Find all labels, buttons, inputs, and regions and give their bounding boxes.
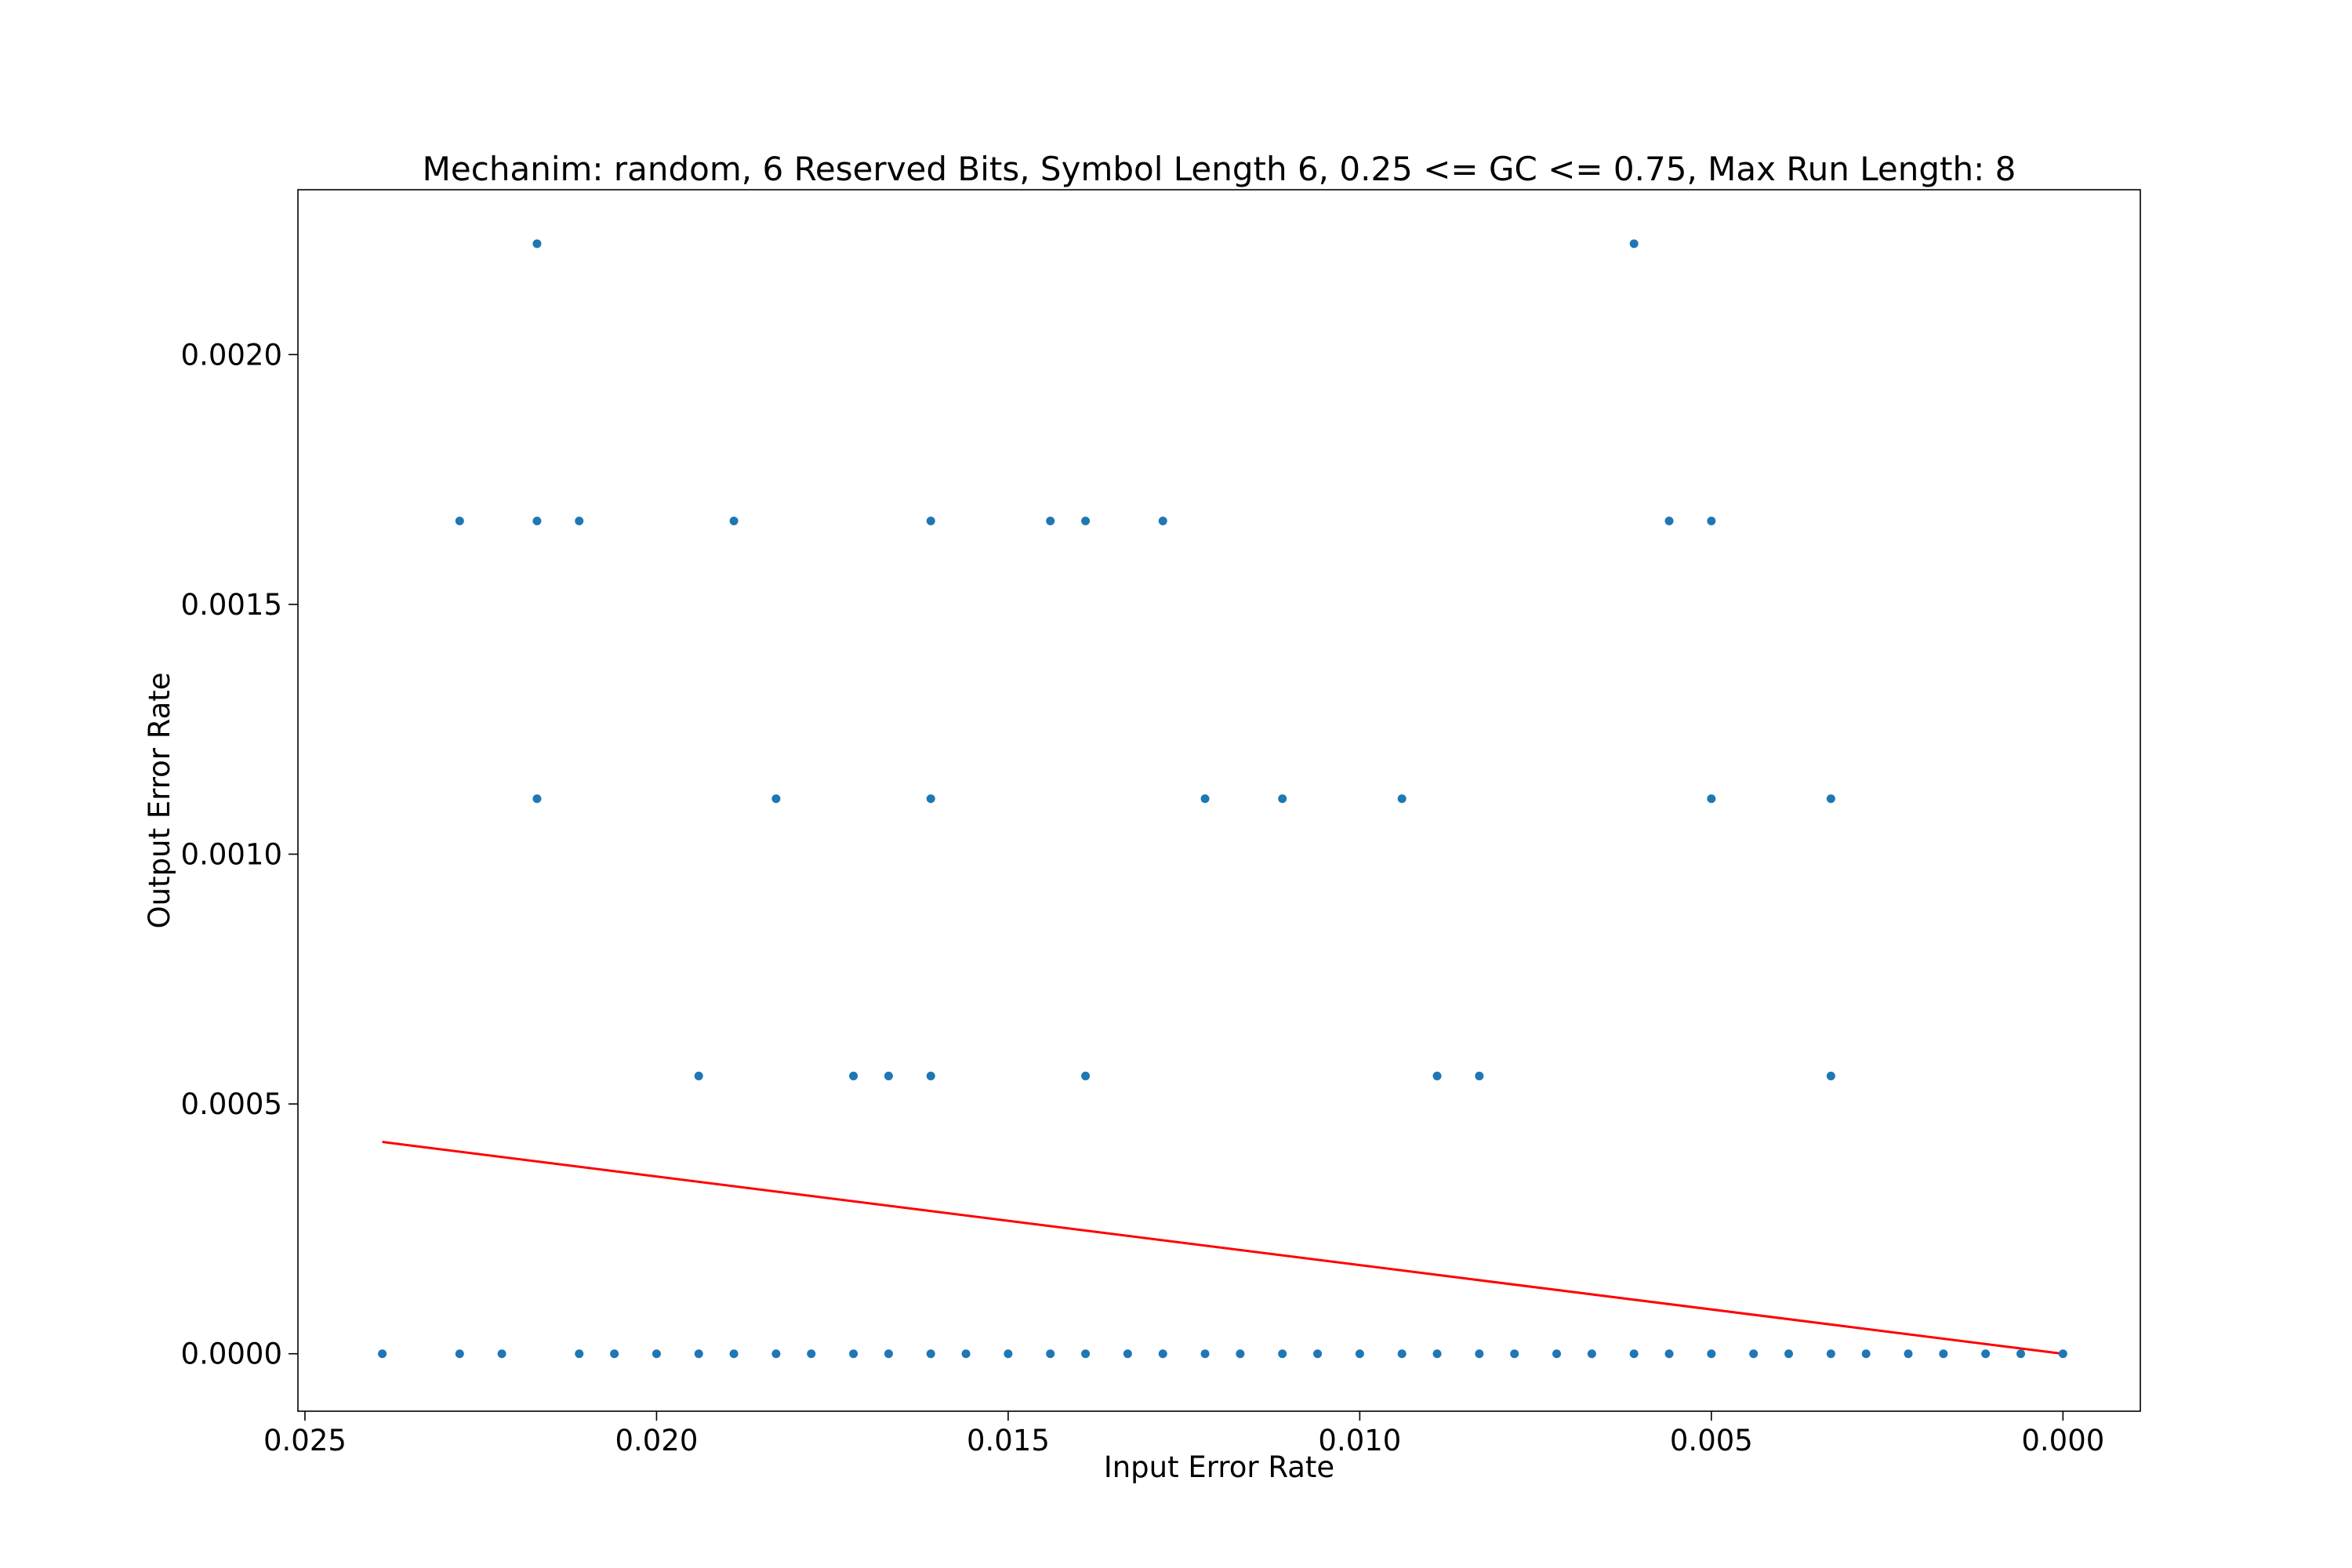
- y-tick-label: 0.0000: [181, 1338, 282, 1371]
- data-point: [1432, 1071, 1442, 1080]
- data-point: [1707, 794, 1716, 804]
- data-point: [532, 516, 542, 525]
- data-point: [1707, 1349, 1716, 1359]
- data-point: [1826, 1071, 1835, 1080]
- trend-line-layer: [382, 1141, 2063, 1356]
- data-point: [1475, 1349, 1484, 1359]
- data-point: [1475, 1071, 1484, 1080]
- data-point: [1200, 794, 1210, 804]
- data-point: [926, 794, 935, 804]
- data-point: [652, 1349, 661, 1359]
- data-point: [1278, 1349, 1287, 1359]
- data-point: [1664, 516, 1674, 525]
- data-point: [1629, 1349, 1639, 1359]
- x-tick-label: 0.010: [1318, 1424, 1401, 1457]
- axis-ticks: 0.025 0.020 0.015 0.010 0.005 0.000 0.0000 0.00…: [181, 338, 2105, 1457]
- x-tick-label: 0.000: [2021, 1424, 2104, 1457]
- data-point: [961, 1349, 971, 1359]
- y-tick-label: 0.0015: [181, 588, 282, 622]
- data-point: [1749, 1349, 1759, 1359]
- data-point: [1587, 1349, 1596, 1359]
- data-point: [575, 516, 584, 525]
- data-point: [926, 1349, 935, 1359]
- data-point: [455, 1349, 464, 1359]
- data-point: [1081, 516, 1091, 525]
- data-point: [1313, 1349, 1323, 1359]
- data-point: [771, 794, 781, 804]
- data-point: [1355, 1349, 1364, 1359]
- x-axis-label: Input Error Rate: [1104, 1450, 1334, 1484]
- data-point: [2058, 1349, 2067, 1359]
- data-point: [884, 1349, 893, 1359]
- y-axis-label: Output Error Rate: [143, 672, 176, 928]
- scatter-points: [378, 239, 2067, 1359]
- x-tick-label: 0.020: [615, 1424, 698, 1457]
- data-point: [926, 1071, 935, 1080]
- data-point: [884, 1071, 893, 1080]
- data-point: [1861, 1349, 1871, 1359]
- x-tick-label: 0.015: [967, 1424, 1050, 1457]
- data-point: [497, 1349, 506, 1359]
- data-point: [1046, 1349, 1055, 1359]
- data-point: [1904, 1349, 1913, 1359]
- data-point: [1397, 794, 1406, 804]
- data-point: [1552, 1349, 1562, 1359]
- data-point: [378, 1349, 387, 1359]
- data-point: [729, 1349, 739, 1359]
- data-point: [1510, 1349, 1519, 1359]
- data-point: [1826, 794, 1835, 804]
- data-point: [849, 1071, 858, 1080]
- data-point: [694, 1071, 703, 1080]
- data-point: [2016, 1349, 2026, 1359]
- data-point: [1278, 794, 1287, 804]
- data-point: [532, 239, 542, 249]
- data-point: [1397, 1349, 1406, 1359]
- plot-frame: [297, 189, 2141, 1412]
- data-point: [1981, 1349, 1991, 1359]
- data-point: [1081, 1349, 1091, 1359]
- data-point: [1784, 1349, 1794, 1359]
- data-point: [849, 1349, 858, 1359]
- data-point: [1664, 1349, 1674, 1359]
- chart-title: Mechanim: random, 6 Reserved Bits, Symbo…: [423, 150, 2016, 188]
- y-tick-label: 0.0020: [181, 338, 282, 372]
- x-tick-label: 0.025: [263, 1424, 347, 1457]
- data-point: [694, 1349, 703, 1359]
- data-point: [1939, 1349, 1948, 1359]
- data-point: [1123, 1349, 1132, 1359]
- data-point: [1629, 239, 1639, 249]
- data-point: [1826, 1349, 1835, 1359]
- data-point: [729, 516, 739, 525]
- data-point: [1081, 1071, 1091, 1080]
- data-point: [771, 1349, 781, 1359]
- data-point: [1158, 516, 1167, 525]
- data-point: [807, 1349, 816, 1359]
- data-point: [1707, 516, 1716, 525]
- data-point: [926, 516, 935, 525]
- data-point: [1158, 1349, 1167, 1359]
- data-point: [1236, 1349, 1245, 1359]
- data-point: [610, 1349, 619, 1359]
- data-point: [575, 1349, 584, 1359]
- data-point: [1004, 1349, 1013, 1359]
- y-tick-label: 0.0005: [181, 1087, 282, 1121]
- data-point: [532, 794, 542, 804]
- data-point: [1432, 1349, 1442, 1359]
- x-tick-label: 0.005: [1670, 1424, 1753, 1457]
- trend-line: [382, 1141, 2063, 1356]
- data-point: [455, 516, 464, 525]
- data-point: [1046, 516, 1055, 525]
- data-point: [1200, 1349, 1210, 1359]
- y-tick-label: 0.0010: [181, 838, 282, 872]
